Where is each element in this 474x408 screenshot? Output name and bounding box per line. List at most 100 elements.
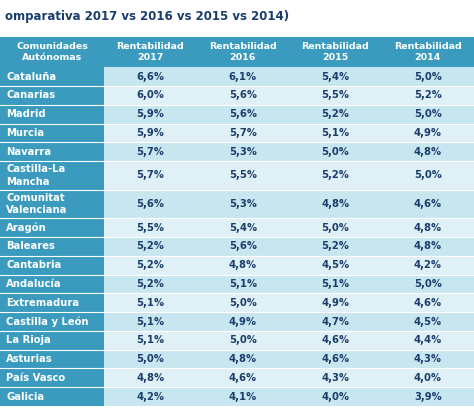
Bar: [197, 350, 289, 368]
Text: Castilla y León: Castilla y León: [6, 316, 89, 327]
Bar: [104, 218, 197, 237]
Bar: [197, 105, 289, 124]
Bar: [0, 275, 104, 293]
Bar: [104, 237, 197, 256]
Bar: [197, 161, 289, 190]
Bar: [382, 312, 474, 331]
Text: 5,9%: 5,9%: [137, 109, 164, 119]
Text: Canarias: Canarias: [6, 91, 55, 100]
Bar: [104, 86, 197, 105]
Text: 5,1%: 5,1%: [229, 279, 257, 289]
Text: Rentabilidad
2014: Rentabilidad 2014: [394, 42, 462, 62]
Bar: [197, 312, 289, 331]
Text: Extremadura: Extremadura: [6, 298, 79, 308]
Bar: [382, 142, 474, 161]
Bar: [104, 350, 197, 368]
Text: 4,9%: 4,9%: [321, 298, 349, 308]
Bar: [289, 86, 382, 105]
Bar: [104, 293, 197, 312]
Text: Madrid: Madrid: [6, 109, 46, 119]
Bar: [104, 312, 197, 331]
Text: Rentabilidad
2016: Rentabilidad 2016: [209, 42, 277, 62]
Bar: [382, 218, 474, 237]
Text: 5,0%: 5,0%: [137, 354, 164, 364]
Bar: [104, 368, 197, 387]
Bar: [104, 331, 197, 350]
Text: 5,7%: 5,7%: [229, 128, 257, 138]
Text: 4,5%: 4,5%: [321, 260, 349, 270]
Bar: [197, 256, 289, 275]
Text: 5,5%: 5,5%: [321, 91, 349, 100]
Text: 4,7%: 4,7%: [321, 317, 349, 326]
Text: omparativa 2017 vs 2016 vs 2015 vs 2014): omparativa 2017 vs 2016 vs 2015 vs 2014): [5, 10, 289, 23]
Text: 4,8%: 4,8%: [414, 242, 442, 251]
Bar: [382, 37, 474, 67]
Bar: [382, 161, 474, 190]
Bar: [382, 387, 474, 406]
Bar: [104, 275, 197, 293]
Text: 5,2%: 5,2%: [137, 242, 164, 251]
Text: 5,2%: 5,2%: [321, 242, 349, 251]
Bar: [289, 368, 382, 387]
Text: 5,4%: 5,4%: [229, 223, 257, 233]
Bar: [104, 124, 197, 142]
Bar: [289, 256, 382, 275]
Text: Baleares: Baleares: [6, 242, 55, 251]
Bar: [104, 161, 197, 190]
Text: 5,0%: 5,0%: [414, 279, 442, 289]
Bar: [289, 37, 382, 67]
Text: Murcia: Murcia: [6, 128, 45, 138]
Text: 3,9%: 3,9%: [414, 392, 442, 401]
Text: 5,6%: 5,6%: [229, 242, 257, 251]
Text: 5,6%: 5,6%: [137, 199, 164, 209]
Text: Comunidades
Autónomas: Comunidades Autónomas: [16, 42, 88, 62]
Bar: [0, 67, 104, 86]
Bar: [289, 293, 382, 312]
Text: Galicia: Galicia: [6, 392, 45, 401]
Bar: [104, 256, 197, 275]
Text: 5,1%: 5,1%: [321, 279, 349, 289]
Bar: [197, 237, 289, 256]
Text: 5,3%: 5,3%: [229, 147, 257, 157]
Bar: [289, 124, 382, 142]
Text: 4,8%: 4,8%: [414, 223, 442, 233]
Text: 4,1%: 4,1%: [229, 392, 257, 401]
Text: Aragón: Aragón: [6, 222, 47, 233]
Text: 4,8%: 4,8%: [229, 260, 257, 270]
Bar: [197, 86, 289, 105]
Text: 5,4%: 5,4%: [321, 72, 349, 82]
Text: 4,2%: 4,2%: [137, 392, 164, 401]
Bar: [289, 387, 382, 406]
Bar: [197, 368, 289, 387]
Bar: [289, 237, 382, 256]
Bar: [104, 67, 197, 86]
Bar: [0, 124, 104, 142]
Bar: [104, 190, 197, 218]
Text: 5,1%: 5,1%: [137, 317, 164, 326]
Bar: [289, 331, 382, 350]
Text: 5,7%: 5,7%: [137, 147, 164, 157]
Text: 5,7%: 5,7%: [137, 171, 164, 180]
Text: 6,1%: 6,1%: [229, 72, 257, 82]
Text: País Vasco: País Vasco: [6, 373, 65, 383]
Text: 4,3%: 4,3%: [414, 354, 442, 364]
Text: Cantabria: Cantabria: [6, 260, 62, 270]
Bar: [382, 331, 474, 350]
Text: 5,5%: 5,5%: [229, 171, 257, 180]
Bar: [382, 105, 474, 124]
Bar: [104, 37, 197, 67]
Text: 6,0%: 6,0%: [137, 91, 164, 100]
Bar: [104, 387, 197, 406]
Text: 5,1%: 5,1%: [137, 335, 164, 345]
Bar: [197, 124, 289, 142]
Text: 5,2%: 5,2%: [137, 279, 164, 289]
Bar: [197, 190, 289, 218]
Bar: [382, 275, 474, 293]
Bar: [289, 312, 382, 331]
Bar: [382, 86, 474, 105]
Text: 5,1%: 5,1%: [137, 298, 164, 308]
Text: 4,8%: 4,8%: [321, 199, 349, 209]
Bar: [289, 190, 382, 218]
Text: 5,6%: 5,6%: [229, 109, 257, 119]
Text: 5,0%: 5,0%: [321, 147, 349, 157]
